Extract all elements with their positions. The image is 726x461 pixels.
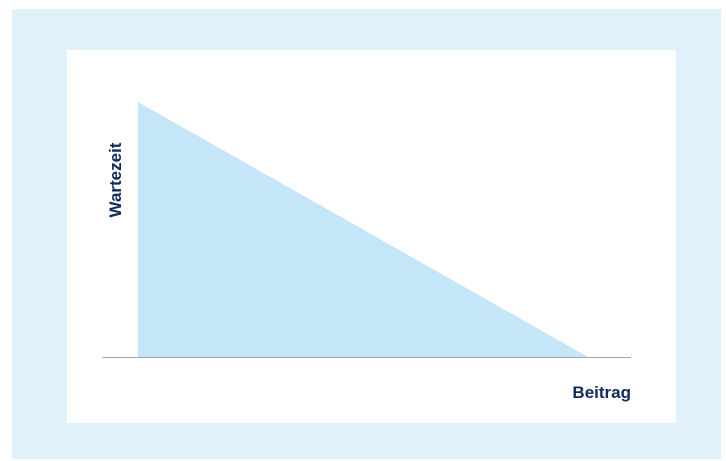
chart-background-panel: Wartezeit Beitrag: [12, 9, 721, 459]
area-chart: Wartezeit Beitrag: [102, 102, 631, 402]
area-series: [138, 102, 588, 357]
y-axis-label: Wartezeit: [106, 142, 125, 217]
chart-card: Wartezeit Beitrag: [67, 50, 676, 423]
x-axis-label: Beitrag: [572, 383, 631, 402]
